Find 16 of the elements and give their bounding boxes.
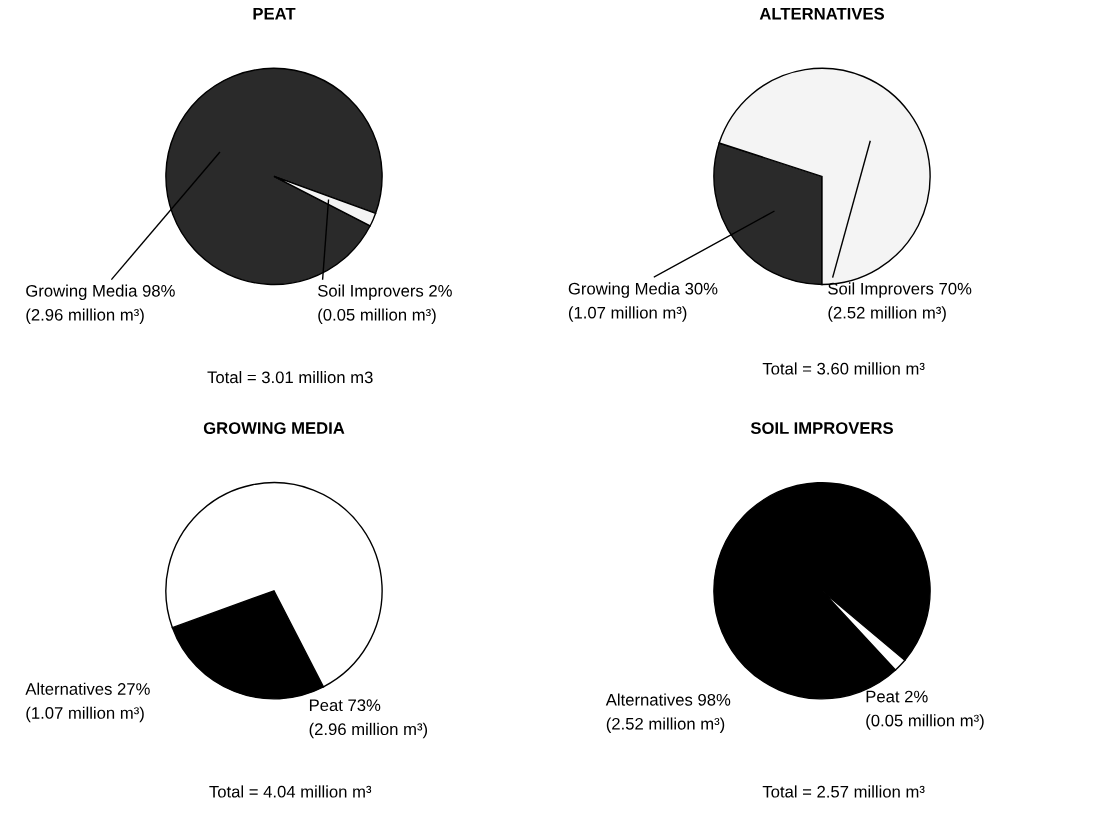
chart-title: PEAT — [253, 8, 296, 20]
slice-label: Alternatives 27% (1.07 million m³) — [25, 682, 150, 723]
slice-label: Peat 2% (0.05 million m³) — [866, 690, 984, 730]
slice-label: Soil Improvers 2% (0.05 million m³) — [318, 284, 452, 325]
slice-label: Growing Media 30% (1.07 million m³) — [568, 282, 718, 322]
slice-label: Peat 73% (2.96 million m³) — [309, 699, 428, 739]
text: Total = 3.01 million m3 — [207, 370, 373, 384]
text: Total = 3.60 million m³ — [762, 362, 925, 375]
chart-title: GROWING MEDIA — [203, 422, 345, 434]
slice-label: Soil Improvers 70% (2.52 million m³) — [828, 282, 972, 322]
slice-label: Growing Media 98% (2.96 million m³) — [26, 284, 175, 325]
text: Total = 2.57 million m³ — [762, 785, 925, 798]
text: Total = 4.04 million m³ — [209, 785, 372, 798]
chart-title: SOIL IMPROVERS — [750, 422, 893, 434]
chart-title: ALTERNATIVES — [759, 7, 885, 20]
slice-label: Alternatives 98% (2.52 million m³) — [605, 693, 731, 733]
